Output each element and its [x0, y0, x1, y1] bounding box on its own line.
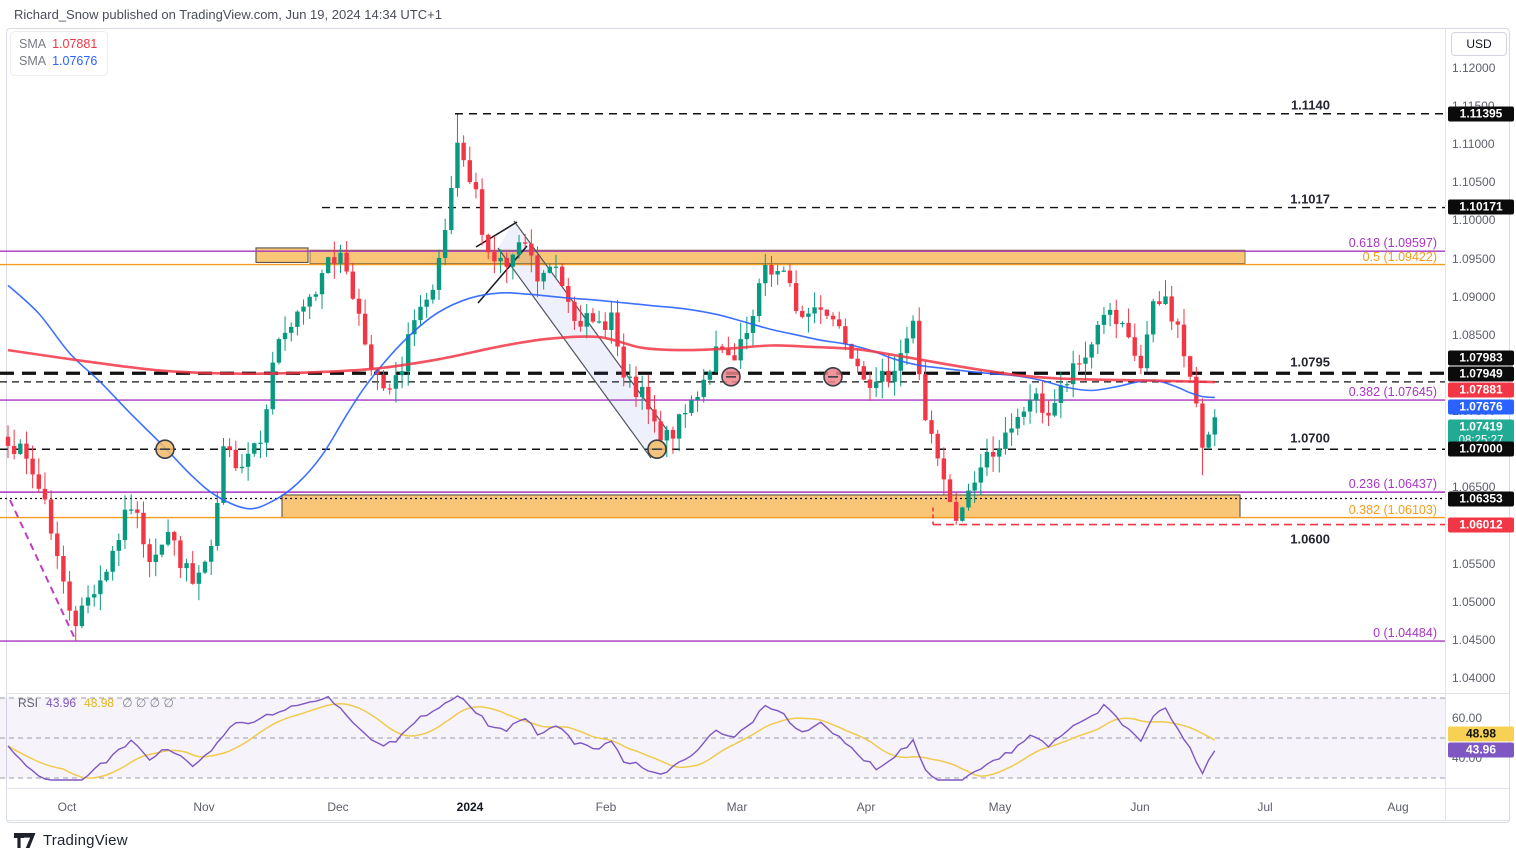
currency-toggle-button[interactable]: USD: [1451, 32, 1507, 56]
price-axis-badge: 1.06012: [1448, 517, 1514, 533]
rsi-panel: [0, 695, 1445, 781]
tradingview-logo-icon: [14, 833, 36, 848]
footer-brand-link[interactable]: TradingView: [14, 832, 128, 849]
rsi-axis-badge: 43.96: [1448, 742, 1514, 758]
trendline-diagonal: [9, 499, 77, 642]
price-level-label: 1.1017: [1290, 191, 1330, 207]
rsi-ma-value: 48.98: [84, 696, 115, 710]
price-level-label: 1.0795: [1290, 354, 1330, 370]
fib-level-label: 0.382 (1.07645): [1348, 385, 1437, 399]
price-tick-label: 1.10000: [1452, 213, 1496, 227]
sma-label: SMA: [19, 54, 47, 68]
fib-level-label: 0.618 (1.09597): [1348, 236, 1437, 250]
fib-level-label: 0.382 (1.06103): [1348, 503, 1437, 517]
time-axis-month-label: Aug: [1387, 800, 1409, 814]
sma-legend-row-blue: SMA 1.07676: [19, 53, 97, 70]
rsi-value: 43.96: [46, 696, 77, 710]
time-axis-month-label: Nov: [193, 800, 215, 814]
price-tick-label: 1.09000: [1452, 290, 1496, 304]
rsi-tick-label: 60.00: [1452, 711, 1483, 725]
rsi-axis-badge: 48.98: [1448, 726, 1514, 742]
time-axis-month-label: Dec: [327, 800, 349, 814]
price-tick-label: 1.11000: [1452, 137, 1495, 151]
price-axis-badge: 1.07881: [1448, 382, 1514, 398]
time-axis-month-label: Jul: [1257, 800, 1273, 814]
price-axis-badge: 1.07949: [1448, 366, 1514, 382]
price-level-label: 1.0600: [1290, 531, 1330, 547]
panel-separator: [6, 820, 1509, 821]
price-tick-label: 1.05500: [1452, 557, 1496, 571]
panel-separator: [6, 788, 1509, 789]
price-tick-label: 1.04000: [1452, 671, 1496, 685]
price-tick-label: 1.04500: [1452, 633, 1496, 647]
indicator-legend: SMA 1.07881 SMA 1.07676: [10, 31, 109, 76]
sma-label: SMA: [19, 37, 47, 51]
panel-separator: [6, 693, 1509, 694]
price-axis-badge: 1.07000: [1448, 441, 1514, 457]
sma-blue-line: [7, 284, 1215, 510]
time-axis-month-label: Jun: [1130, 800, 1150, 814]
price-tick-label: 1.05000: [1452, 595, 1496, 609]
wedge-trendline: [475, 221, 518, 248]
price-tick-label: 1.06500: [1452, 480, 1496, 494]
time-axis-month-label: May: [988, 800, 1012, 814]
price-level-label: 1.1140: [1290, 97, 1330, 113]
candles-layer: [5, 114, 1217, 642]
fib-level-label: 0.5 (1.09422): [1362, 250, 1437, 264]
price-axis-badge: 1.10171: [1448, 199, 1514, 215]
sma-value-red: 1.07881: [52, 37, 98, 51]
price-axis-badge: 1.07676: [1448, 399, 1514, 415]
price-tick-label: 1.12000: [1452, 61, 1496, 75]
circle-marker: [721, 367, 741, 387]
sma-red-line: [7, 335, 1215, 384]
rsi-line: [7, 695, 1216, 781]
fib-level-label: 0 (1.04484): [1373, 626, 1437, 640]
publication-header: Richard_Snow published on TradingView.co…: [14, 7, 442, 22]
rsi-legend: RSI 43.96 48.98 ∅ ∅ ∅ ∅: [18, 696, 182, 710]
time-axis-month-label: Apr: [856, 800, 876, 814]
time-axis-month-label: Mar: [726, 800, 748, 814]
sma-value-blue: 1.07676: [52, 54, 98, 68]
time-axis-month-label: Feb: [595, 800, 617, 814]
fib-level-label: 0.236 (1.06437): [1348, 477, 1437, 491]
rsi-hidden-values: ∅ ∅ ∅ ∅: [122, 696, 174, 710]
circle-marker: [647, 439, 667, 460]
price-tick-label: 1.10500: [1452, 175, 1496, 189]
price-level-label: 1.0700: [1290, 430, 1330, 446]
price-axis-badge: 1.07983: [1448, 350, 1514, 366]
price-axis-badge: 1.11395: [1448, 106, 1514, 122]
circle-marker: [823, 367, 843, 387]
axis-separator: [1445, 28, 1446, 821]
price-tick-label: 1.09500: [1452, 252, 1496, 266]
time-axis-month-label: 2024: [456, 800, 484, 814]
price-axis-badge: 1.06353: [1448, 491, 1514, 507]
time-axis-month-label: Oct: [57, 800, 77, 814]
rsi-label: RSI: [18, 696, 39, 710]
tradingview-brand-text: TradingView: [43, 832, 128, 849]
circle-marker: [155, 439, 175, 460]
rsi-ma-line: [7, 702, 1216, 779]
price-tick-label: 1.08500: [1452, 328, 1496, 342]
supply-demand-zones: [255, 247, 1246, 519]
sma-legend-row-red: SMA 1.07881: [19, 36, 97, 53]
